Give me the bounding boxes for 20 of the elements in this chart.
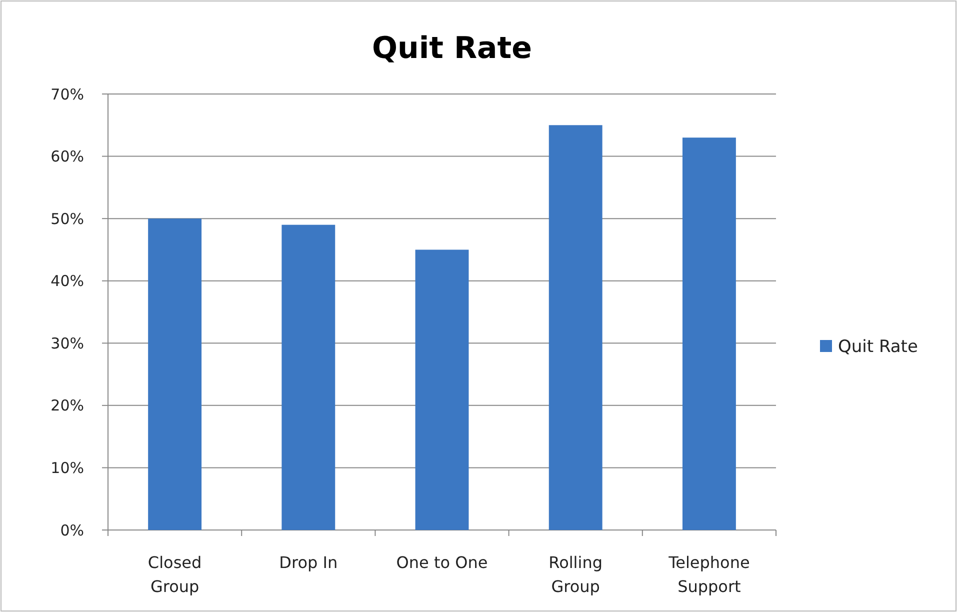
x-tick-label: Closed Group (148, 553, 202, 596)
bar (682, 138, 736, 530)
y-tick-label: 10% (50, 458, 84, 477)
legend-label: Quit Rate (838, 336, 918, 357)
x-tick-label: Telephone Support (668, 553, 750, 596)
x-tick-label: Rolling Group (548, 553, 603, 596)
y-tick-label: 60% (50, 148, 84, 166)
bar (548, 125, 602, 530)
x-tick-label: Drop In (279, 553, 338, 572)
chart-title: Quit Rate (372, 31, 532, 66)
y-tick-label: 40% (50, 272, 84, 290)
bar (415, 250, 469, 530)
y-tick-label: 50% (50, 210, 84, 228)
x-tick-label: One to One (396, 553, 488, 572)
y-tick-label: 30% (50, 334, 84, 352)
y-tick-label: 70% (50, 85, 84, 104)
y-tick-label: 20% (50, 396, 84, 415)
y-tick-label: 0% (60, 521, 84, 540)
bar (148, 218, 202, 530)
bar (282, 224, 336, 530)
